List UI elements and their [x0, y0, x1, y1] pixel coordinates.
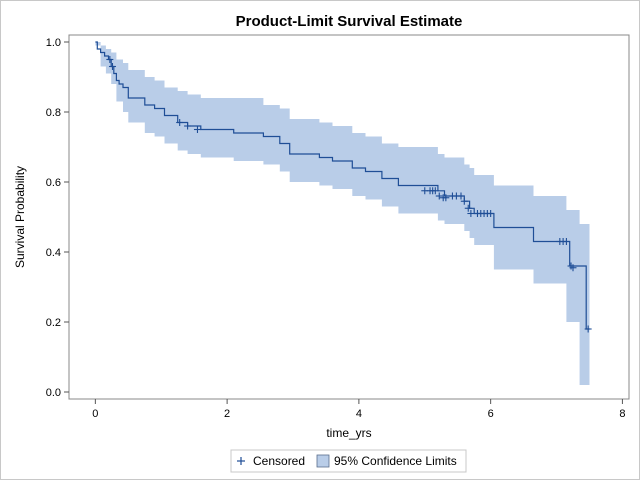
- legend-confidence-label: 95% Confidence Limits: [334, 454, 457, 468]
- survival-curve: [95, 41, 590, 330]
- x-axis-ticks: 0 2 4 6 8: [92, 399, 625, 420]
- censored-marker: [442, 194, 450, 202]
- censored-marker: [584, 325, 592, 333]
- y-tick-label: 0.8: [46, 107, 61, 119]
- x-tick-label: 8: [619, 408, 625, 420]
- censored-markers-layer: [106, 56, 592, 333]
- legend-box: [230, 449, 467, 473]
- censored-marker: [108, 63, 116, 70]
- confidence-band-layer: [95, 42, 590, 385]
- x-tick-label: 0: [92, 408, 98, 420]
- y-tick-label: 0.0: [46, 387, 61, 399]
- censored-marker: [457, 192, 465, 200]
- censored-marker: [176, 119, 184, 126]
- y-tick-label: 0.4: [46, 247, 61, 259]
- legend: Censored 95% Confidence Limits: [230, 449, 467, 473]
- censored-marker: [431, 187, 439, 195]
- y-axis-label: Survival Probability: [13, 166, 27, 268]
- survival-line-layer: [95, 41, 590, 330]
- y-tick-label: 1.0: [46, 37, 61, 49]
- censored-marker: [184, 122, 192, 130]
- chart-title: Product-Limit Survival Estimate: [236, 13, 463, 30]
- censored-marker: [460, 197, 468, 205]
- censored-marker: [106, 56, 114, 63]
- censored-marker: [562, 238, 570, 245]
- x-tick-label: 4: [356, 408, 362, 420]
- x-tick-label: 6: [488, 408, 494, 420]
- x-tick-label: 2: [224, 408, 230, 420]
- legend-censored-label: Censored: [253, 454, 305, 468]
- censored-marker: [464, 204, 472, 212]
- censored-marker: [569, 264, 577, 272]
- confidence-band: [95, 42, 590, 385]
- confidence-legend-swatch: [316, 454, 330, 468]
- censored-legend-icon: [237, 457, 245, 465]
- y-tick-label: 0.2: [46, 317, 61, 329]
- plot-area-border: [68, 34, 630, 400]
- y-tick-label: 0.6: [46, 177, 61, 189]
- y-axis-ticks: 0.0 0.2 0.4 0.6 0.8 1.0: [46, 37, 69, 399]
- censored-marker: [435, 192, 443, 200]
- censored-marker: [487, 210, 495, 217]
- censored-marker: [193, 126, 201, 133]
- censored-marker: [467, 210, 475, 217]
- x-axis-label: time_yrs: [326, 426, 371, 440]
